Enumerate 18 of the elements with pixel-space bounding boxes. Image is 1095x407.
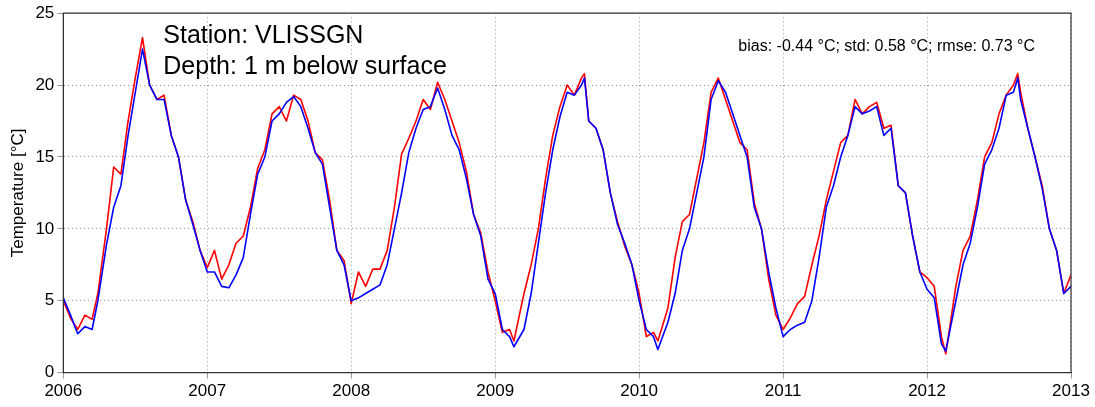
annotation: bias: -0.44 °C; std: 0.58 °C; rmse: 0.73 °C [738,37,1035,55]
x-tick-label: 2006 [44,381,83,401]
y-axis-title: Temperature [°C] [7,128,27,258]
y-tick-label: 0 [44,362,55,382]
y-tick-label: 20 [35,74,55,94]
x-tick-label: 2008 [332,381,371,401]
y-tick-label: 10 [35,218,55,238]
annotation: Station: VLISSGN [163,20,364,49]
y-tick-label: 25 [35,2,55,22]
x-tick-label: 2013 [1052,381,1090,401]
y-tick-label: 15 [35,146,55,166]
x-tick-label: 2009 [476,381,515,401]
annotation: Depth: 1 m below surface [163,51,447,80]
x-tick-label: 2011 [764,381,802,401]
x-tick-label: 2007 [188,381,227,401]
x-tick-label: 2012 [908,381,946,401]
y-tick-label: 5 [44,290,55,310]
x-tick-label: 2010 [620,381,659,401]
